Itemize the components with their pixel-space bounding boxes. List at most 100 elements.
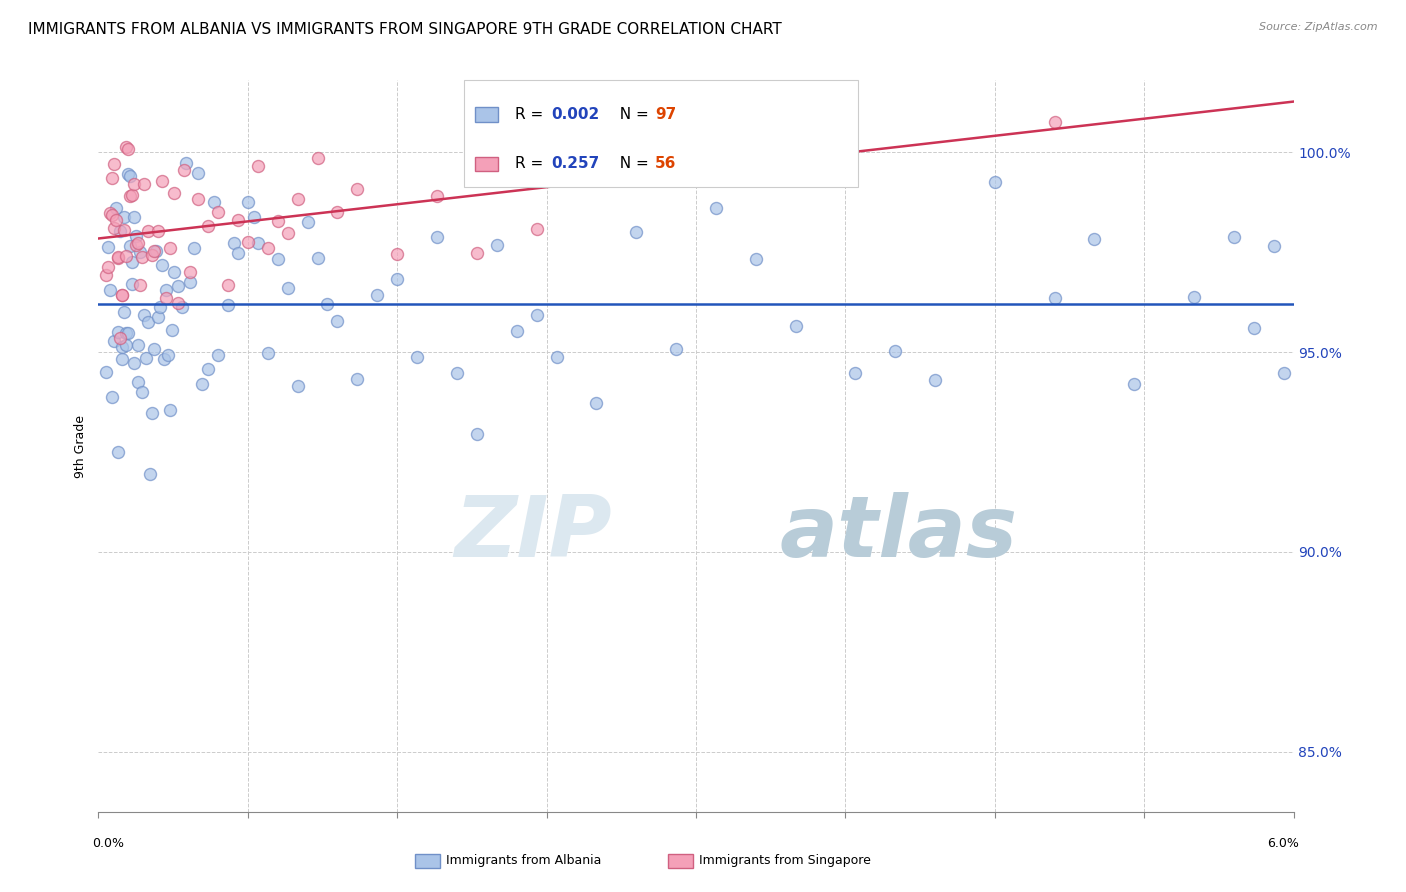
Point <box>107 250 129 264</box>
Point <box>127 338 149 352</box>
Point <box>120 189 142 203</box>
Point <box>226 213 249 227</box>
Text: 0.257: 0.257 <box>551 156 599 171</box>
Point <box>121 188 143 202</box>
Text: 97: 97 <box>655 107 676 122</box>
Point <box>187 165 209 179</box>
Point <box>526 308 548 322</box>
Point <box>157 348 180 362</box>
Point <box>277 281 299 295</box>
Point <box>117 326 139 340</box>
Text: IMMIGRANTS FROM ALBANIA VS IMMIGRANTS FROM SINGAPORE 9TH GRADE CORRELATION CHART: IMMIGRANTS FROM ALBANIA VS IMMIGRANTS FR… <box>28 22 782 37</box>
Point <box>426 189 449 203</box>
Point <box>277 227 299 241</box>
Point <box>145 244 167 259</box>
Point <box>115 140 138 154</box>
Point <box>125 229 148 244</box>
Text: N =: N = <box>610 156 654 171</box>
Point <box>103 157 125 171</box>
Point <box>117 168 139 182</box>
Point <box>924 373 946 387</box>
Point <box>326 314 349 328</box>
Point <box>426 230 449 244</box>
Point <box>465 427 488 442</box>
Point <box>155 283 177 297</box>
Point <box>366 288 388 302</box>
Point <box>136 224 159 238</box>
Point <box>124 177 146 191</box>
Point <box>236 235 259 249</box>
Point <box>217 298 239 312</box>
Point <box>785 319 807 334</box>
Point <box>139 467 162 482</box>
Point <box>131 250 153 264</box>
Point <box>111 287 134 301</box>
Point <box>267 252 290 267</box>
Point <box>136 315 159 329</box>
Point <box>125 237 148 252</box>
Point <box>159 241 181 255</box>
Point <box>385 272 409 286</box>
Point <box>1223 230 1246 244</box>
Point <box>297 215 319 229</box>
Point <box>129 245 152 260</box>
Point <box>141 406 163 420</box>
Text: atlas: atlas <box>779 492 1018 575</box>
Point <box>626 225 648 239</box>
Point <box>167 279 190 293</box>
Point <box>143 342 166 356</box>
Point <box>207 204 229 219</box>
Point <box>103 220 125 235</box>
Point <box>112 305 135 319</box>
Text: 56: 56 <box>655 156 676 171</box>
Point <box>143 244 166 259</box>
Point <box>103 334 125 349</box>
Point <box>127 375 149 389</box>
Point <box>1272 366 1295 380</box>
Point <box>179 265 201 279</box>
Point <box>1083 232 1105 246</box>
Point <box>120 239 142 253</box>
Point <box>485 237 508 252</box>
Point <box>246 235 269 250</box>
Point <box>307 252 329 266</box>
Point <box>115 326 138 341</box>
Point <box>107 445 129 459</box>
Point <box>96 365 118 379</box>
Point <box>124 356 146 370</box>
Point <box>316 297 339 311</box>
Text: Immigrants from Albania: Immigrants from Albania <box>446 855 602 867</box>
Point <box>148 310 170 325</box>
Point <box>155 291 177 305</box>
Point <box>107 252 129 266</box>
Point <box>112 222 135 236</box>
Point <box>96 268 118 283</box>
Point <box>256 241 278 255</box>
Y-axis label: 9th Grade: 9th Grade <box>73 415 87 477</box>
Point <box>346 182 368 196</box>
Point <box>984 176 1007 190</box>
Point <box>120 169 142 183</box>
Point <box>1043 114 1066 128</box>
Point <box>110 331 132 345</box>
Text: Immigrants from Singapore: Immigrants from Singapore <box>699 855 870 867</box>
Point <box>115 338 138 352</box>
Text: N =: N = <box>610 107 654 122</box>
Point <box>246 159 269 173</box>
Point <box>287 193 309 207</box>
Point <box>107 326 129 340</box>
Point <box>465 245 488 260</box>
Point <box>222 235 245 250</box>
Point <box>202 195 225 210</box>
Point <box>105 213 128 227</box>
Point <box>159 403 181 417</box>
Text: ZIP: ZIP <box>454 492 613 575</box>
Point <box>131 385 153 400</box>
Point <box>665 342 688 356</box>
Point <box>745 252 768 266</box>
Point <box>141 248 163 262</box>
Point <box>101 170 124 185</box>
Point <box>243 210 266 224</box>
Point <box>546 351 568 365</box>
Point <box>385 247 409 261</box>
